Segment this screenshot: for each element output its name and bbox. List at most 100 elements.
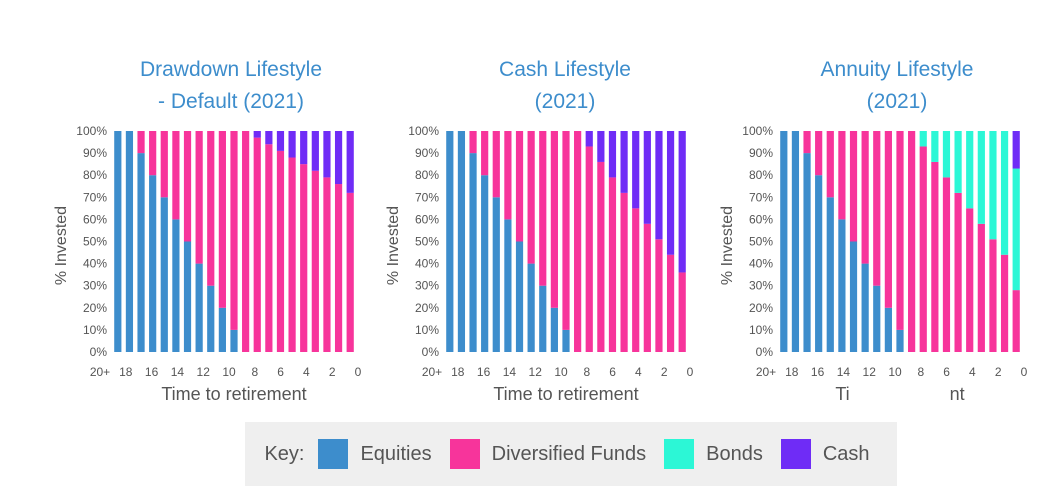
bar-segment [608,177,617,352]
bar-segment [608,131,617,178]
bar-segment [504,219,512,352]
bar-segment [265,144,273,352]
y-tick-label: 30% [415,279,439,293]
x-tick-label: 6 [277,365,284,379]
x-tick-label: 10 [888,365,902,379]
chart-title-line: Annuity Lifestyle [821,58,974,81]
chart-title-line: (2021) [535,90,596,113]
y-tick-label: 60% [415,212,439,226]
bar-segment [585,131,593,147]
bar-segment [300,164,308,352]
bar-segment [265,131,273,145]
x-tick-label: 20+ [422,365,442,379]
y-tick-label: 100% [408,124,439,138]
x-tick-label: 8 [583,365,590,379]
y-tick-label: 80% [83,168,107,182]
x-tick-label: 4 [303,365,310,379]
y-tick-label: 30% [749,279,773,293]
y-tick-label: 0% [422,345,440,359]
bar-segment [539,285,547,352]
x-tick-label: 16 [477,365,491,379]
y-axis-label: % Invested [719,206,736,285]
bar-segment [597,161,605,352]
key-item-diversified-funds: Diversified Funds [449,439,646,469]
bar-segment [896,329,904,352]
bar-segment [896,131,904,330]
bar-segment [195,131,203,264]
bar-segment [838,219,846,352]
bar-segment [183,131,192,242]
cash-swatch [780,439,811,469]
x-axis-label: Ti nt [835,384,964,404]
bar-segment [207,131,215,286]
y-tick-label: 40% [749,257,773,271]
bar-segment [666,254,675,352]
bar-segment [218,131,226,308]
y-tick-label: 20% [83,301,107,315]
bar-segment [550,131,558,308]
bar-segment [218,307,226,352]
bar-segment [620,192,628,352]
y-tick-label: 0% [756,345,774,359]
bar-segment [160,197,168,352]
bar-segment [207,285,215,352]
bar-segment [655,239,663,352]
x-tick-label: 2 [995,365,1002,379]
bar-segment [527,263,535,352]
bar-segment [137,131,145,154]
bar-segment [826,131,834,198]
y-tick-label: 90% [83,146,107,160]
diversified-funds-swatch [449,439,480,469]
chart-title-line: - Default (2021) [158,90,304,113]
x-axis-label: Time to retirement [161,384,306,404]
x-tick-label: 18 [451,365,465,379]
bar-segment [114,131,122,352]
y-tick-label: 90% [749,146,773,160]
bar-segment [527,131,535,264]
x-tick-label: 10 [554,365,568,379]
bar-segment [242,131,250,352]
y-tick-label: 100% [742,124,773,138]
x-tick-label: 18 [785,365,799,379]
y-tick-label: 60% [749,212,773,226]
bar-segment [492,131,500,198]
bar-segment [346,192,354,352]
bar-segment [253,131,261,138]
x-tick-label: 6 [943,365,950,379]
bar-segment [1012,131,1020,169]
y-tick-label: 50% [749,235,773,249]
x-tick-label: 16 [145,365,159,379]
x-tick-label: 8 [917,365,924,379]
bar-segment [791,131,800,352]
key-item-cash: Cash [780,439,870,469]
bar-segment [632,208,640,352]
bar-segment [137,153,145,352]
y-tick-label: 10% [415,323,439,337]
bar-segment [125,131,134,352]
bar-segment [172,219,180,352]
bar-segment [873,285,881,352]
bar-segment [942,131,951,178]
bar-segment [861,263,869,352]
y-axis-label: % Invested [385,206,402,285]
y-tick-label: 80% [415,168,439,182]
bar-segment [1000,254,1009,352]
bar-segment [288,157,296,352]
bar-segment [838,131,846,220]
x-tick-label: 2 [661,365,668,379]
bar-segment [562,329,570,352]
bar-segment [632,131,640,209]
y-tick-label: 10% [749,323,773,337]
x-tick-label: 6 [609,365,616,379]
bar-segment [492,197,500,352]
bar-segment [323,131,331,178]
bar-segment [620,131,628,193]
y-tick-label: 40% [415,257,439,271]
key-item-bonds: Bonds [664,439,763,469]
bar-segment [803,131,811,154]
bar-segment [515,131,524,242]
bar-segment [849,241,858,352]
key-text-bonds: Bonds [706,442,763,465]
charts-area: Drawdown Lifestyle - Default (2021) 0% 10% 2… [53,58,1028,404]
bar-segment [183,241,192,352]
